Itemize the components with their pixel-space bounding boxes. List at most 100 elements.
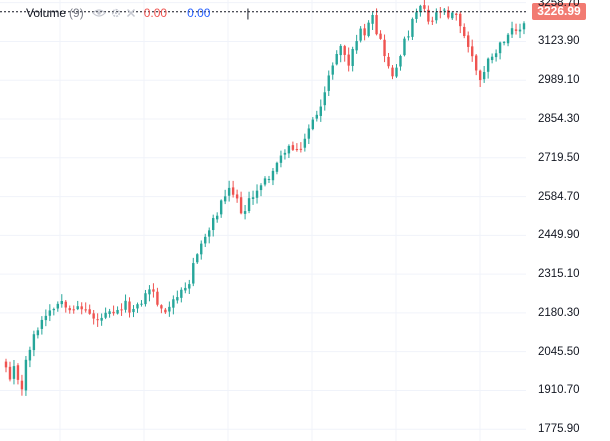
candle[interactable] [52, 307, 56, 316]
candle[interactable] [415, 8, 418, 23]
price-scale[interactable]: 3226.99 3258.70 3123.90 2989.10 2854.30 2719… [526, 0, 610, 441]
candle[interactable] [347, 47, 350, 72]
candle[interactable] [243, 205, 247, 220]
candle[interactable] [160, 304, 163, 314]
candle[interactable] [227, 180, 231, 202]
candle[interactable] [84, 302, 87, 313]
candle[interactable] [212, 214, 215, 237]
indicator-name[interactable]: Volume [26, 6, 67, 20]
candle[interactable] [331, 62, 334, 80]
candle[interactable] [494, 49, 498, 62]
candle[interactable] [311, 117, 315, 131]
candle[interactable] [24, 355, 28, 396]
candle[interactable] [403, 36, 406, 57]
candle[interactable] [72, 305, 75, 314]
candle[interactable] [64, 300, 67, 313]
candle[interactable] [239, 191, 243, 215]
candle[interactable] [56, 301, 59, 312]
candle[interactable] [247, 191, 251, 214]
indicator-legend[interactable]: Volume (9) 0.00 0.00 | [26, 5, 250, 21]
candle[interactable] [335, 50, 338, 66]
candle[interactable] [518, 23, 522, 39]
candle[interactable] [40, 316, 44, 335]
candle[interactable] [411, 17, 414, 41]
candle[interactable] [407, 30, 410, 41]
candle[interactable] [295, 143, 299, 152]
candle[interactable] [215, 212, 219, 223]
eye-icon[interactable] [91, 8, 106, 18]
candle[interactable] [287, 144, 291, 158]
candle[interactable] [124, 294, 127, 313]
candle[interactable] [92, 309, 95, 325]
candle[interactable] [506, 32, 510, 47]
candle[interactable] [152, 283, 155, 298]
candle[interactable] [439, 7, 442, 19]
candle[interactable] [116, 306, 119, 315]
candle[interactable] [355, 34, 358, 54]
candle[interactable] [351, 46, 354, 72]
candle[interactable] [482, 65, 486, 83]
candle[interactable] [395, 64, 398, 78]
candle[interactable] [419, 4, 422, 17]
candle[interactable] [327, 70, 330, 97]
candle[interactable] [463, 23, 466, 39]
gear-icon[interactable] [110, 7, 122, 19]
candle[interactable] [399, 54, 402, 71]
candle[interactable] [447, 6, 450, 20]
candle[interactable] [391, 65, 394, 80]
candle[interactable] [132, 305, 135, 318]
candle[interactable] [423, 0, 426, 12]
candle[interactable] [502, 41, 506, 46]
candle[interactable] [96, 313, 99, 327]
candle[interactable] [459, 11, 462, 34]
candles[interactable] [4, 0, 526, 396]
candle[interactable] [303, 133, 307, 152]
candle[interactable] [275, 161, 279, 175]
candle[interactable] [148, 285, 151, 302]
candle[interactable] [136, 302, 139, 313]
candle[interactable] [371, 12, 374, 31]
candle[interactable] [108, 308, 111, 318]
candle[interactable] [255, 184, 259, 204]
candle[interactable] [76, 300, 79, 311]
candle[interactable] [383, 34, 386, 63]
candle[interactable] [510, 21, 514, 38]
candle[interactable] [339, 44, 342, 63]
candle[interactable] [471, 39, 474, 62]
candle[interactable] [204, 233, 207, 248]
close-icon[interactable] [126, 8, 136, 18]
candle[interactable] [32, 330, 36, 357]
candle[interactable] [323, 86, 326, 111]
candle[interactable] [104, 307, 107, 320]
candle[interactable] [427, 5, 430, 25]
candle[interactable] [319, 99, 322, 122]
candle[interactable] [196, 253, 199, 264]
candle[interactable] [379, 30, 382, 40]
candle[interactable] [387, 52, 390, 69]
candle[interactable] [88, 304, 91, 315]
candle[interactable] [451, 11, 454, 20]
candle[interactable] [307, 124, 311, 144]
candle[interactable] [28, 346, 32, 368]
candle[interactable] [168, 301, 171, 317]
candle[interactable] [522, 21, 526, 35]
candle[interactable] [291, 141, 295, 152]
candle[interactable] [200, 240, 203, 260]
candle[interactable] [60, 294, 63, 308]
candle[interactable] [140, 300, 143, 307]
candle[interactable] [279, 150, 283, 168]
candle[interactable] [375, 8, 378, 36]
candle[interactable] [359, 26, 362, 43]
candle[interactable] [271, 167, 275, 186]
candle[interactable] [263, 176, 267, 187]
candle[interactable] [164, 307, 167, 314]
candle[interactable] [68, 305, 71, 314]
candle[interactable] [192, 257, 195, 287]
candle[interactable] [283, 149, 287, 160]
candle[interactable] [498, 41, 502, 60]
candle[interactable] [36, 327, 40, 339]
candle[interactable] [184, 282, 187, 294]
candle[interactable] [343, 44, 346, 62]
candle[interactable] [235, 189, 239, 203]
